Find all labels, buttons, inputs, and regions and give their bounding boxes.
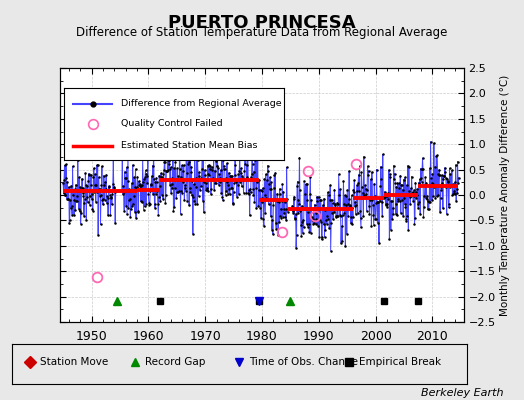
Text: Difference of Station Temperature Data from Regional Average: Difference of Station Temperature Data f… xyxy=(77,26,447,39)
Text: 2010: 2010 xyxy=(417,330,449,343)
Text: Record Gap: Record Gap xyxy=(145,357,205,367)
Text: 1990: 1990 xyxy=(303,330,335,343)
Y-axis label: Monthly Temperature Anomaly Difference (°C): Monthly Temperature Anomaly Difference (… xyxy=(500,74,510,316)
Text: Difference from Regional Average: Difference from Regional Average xyxy=(121,99,282,108)
Text: Station Move: Station Move xyxy=(40,357,108,367)
Text: Quality Control Failed: Quality Control Failed xyxy=(121,120,223,128)
Text: Time of Obs. Change: Time of Obs. Change xyxy=(249,357,358,367)
Text: PUERTO PRINCESA: PUERTO PRINCESA xyxy=(168,14,356,32)
Text: 1960: 1960 xyxy=(133,330,164,343)
Text: 2000: 2000 xyxy=(359,330,391,343)
Text: 1950: 1950 xyxy=(75,330,107,343)
Text: 1980: 1980 xyxy=(246,330,278,343)
Text: 1970: 1970 xyxy=(189,330,221,343)
Text: Berkeley Earth: Berkeley Earth xyxy=(421,388,503,398)
Text: Empirical Break: Empirical Break xyxy=(359,357,441,367)
Text: Estimated Station Mean Bias: Estimated Station Mean Bias xyxy=(121,141,258,150)
